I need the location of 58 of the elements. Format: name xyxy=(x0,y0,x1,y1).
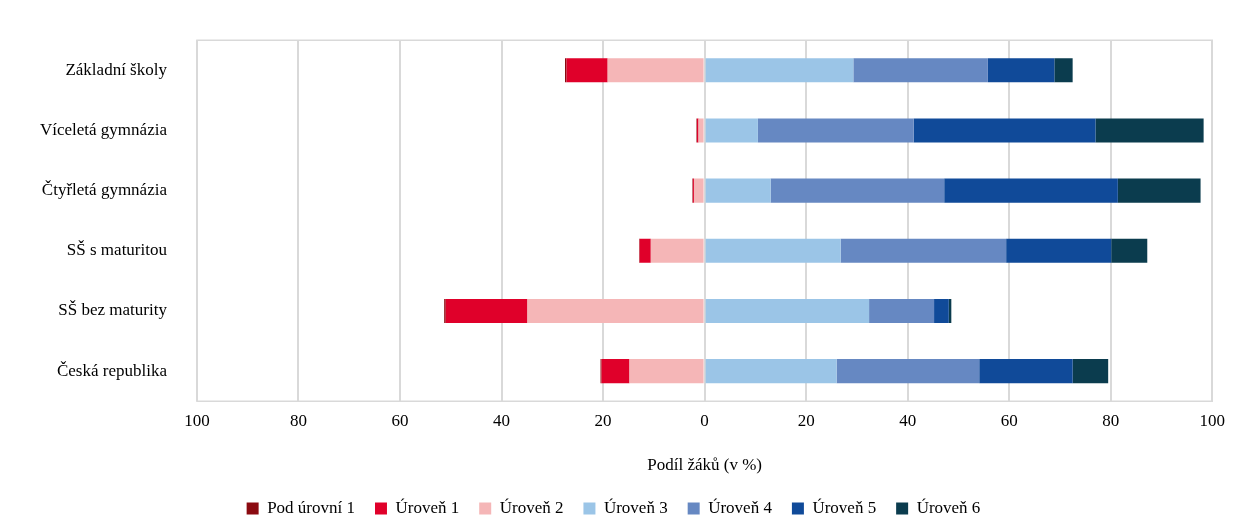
y-tick-label: Česká republika xyxy=(56,360,168,380)
y-tick-label: SŠ bez maturity xyxy=(58,300,168,320)
legend-label: Pod úrovní 1 xyxy=(267,497,355,517)
legend-label: Úroveň 2 xyxy=(499,497,564,517)
legend-label: Úroveň 5 xyxy=(812,497,877,517)
bar xyxy=(1111,238,1148,263)
bar xyxy=(705,359,837,384)
bar xyxy=(445,298,528,323)
y-tick-label: Víceletá gymnázia xyxy=(39,119,168,139)
x-tick-label: 100 xyxy=(1199,410,1225,430)
legend-label: Úroveň 6 xyxy=(916,497,981,517)
bar xyxy=(1117,178,1201,203)
x-tick-label: 20 xyxy=(797,410,815,430)
bar xyxy=(705,58,854,83)
x-tick-label: 40 xyxy=(899,410,917,430)
x-tick-label: 40 xyxy=(493,410,511,430)
bar xyxy=(607,58,704,83)
bar xyxy=(913,118,1096,143)
bar xyxy=(698,118,704,143)
y-tick-label: SŠ s maturitou xyxy=(66,240,168,260)
bar xyxy=(757,118,914,143)
bar xyxy=(705,178,771,203)
y-tick-label: Čtyřletá gymnázia xyxy=(41,180,168,200)
bar xyxy=(693,178,704,203)
bar xyxy=(987,58,1055,83)
bar xyxy=(566,58,608,83)
x-tick-label: 80 xyxy=(1102,410,1120,430)
x-tick-label: 20 xyxy=(594,410,612,430)
bar xyxy=(1054,58,1073,83)
bar xyxy=(1095,118,1204,143)
bar xyxy=(853,58,988,83)
x-axis-title: Podíl žáků (v %) xyxy=(647,455,762,475)
x-tick-label: 60 xyxy=(1000,410,1018,430)
bar xyxy=(934,298,949,323)
bar xyxy=(1006,238,1112,263)
bar xyxy=(770,178,945,203)
x-tick-label: 80 xyxy=(289,410,307,430)
bar xyxy=(836,359,980,384)
legend-label: Úroveň 3 xyxy=(603,497,668,517)
bar xyxy=(650,238,704,263)
bar xyxy=(705,238,841,263)
bar xyxy=(601,359,630,384)
x-tick-label: 0 xyxy=(700,410,709,430)
legend-label: Úroveň 4 xyxy=(708,497,773,517)
x-tick-label: 100 xyxy=(184,410,210,430)
x-tick-label: 60 xyxy=(391,410,409,430)
bar xyxy=(629,359,704,384)
legend-label: Úroveň 1 xyxy=(395,497,460,517)
bar xyxy=(1072,359,1109,384)
bar xyxy=(527,298,704,323)
bar xyxy=(705,298,870,323)
bar xyxy=(869,298,935,323)
bar xyxy=(979,359,1073,384)
bar xyxy=(639,238,651,263)
bar xyxy=(840,238,1007,263)
y-tick-label: Základní školy xyxy=(65,59,168,79)
bar xyxy=(705,118,758,143)
bar xyxy=(944,178,1118,203)
